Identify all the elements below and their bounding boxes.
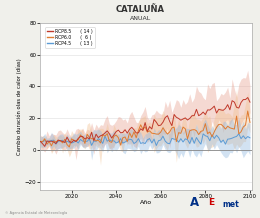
Text: E: E — [208, 198, 214, 207]
X-axis label: Año: Año — [140, 200, 152, 205]
Text: ANUAL: ANUAL — [130, 16, 151, 21]
Y-axis label: Cambio duración olas de calor (días): Cambio duración olas de calor (días) — [16, 58, 22, 155]
Text: CATALUÑA: CATALUÑA — [116, 5, 165, 14]
Text: met: met — [222, 200, 239, 209]
Text: A: A — [190, 196, 199, 209]
Text: © Agencia Estatal de Meteorología: © Agencia Estatal de Meteorología — [5, 211, 67, 215]
Legend: RCP8.5      ( 14 ), RCP6.0      (  6 ), RCP4.5      ( 13 ): RCP8.5 ( 14 ), RCP6.0 ( 6 ), RCP4.5 ( 13… — [45, 27, 95, 48]
